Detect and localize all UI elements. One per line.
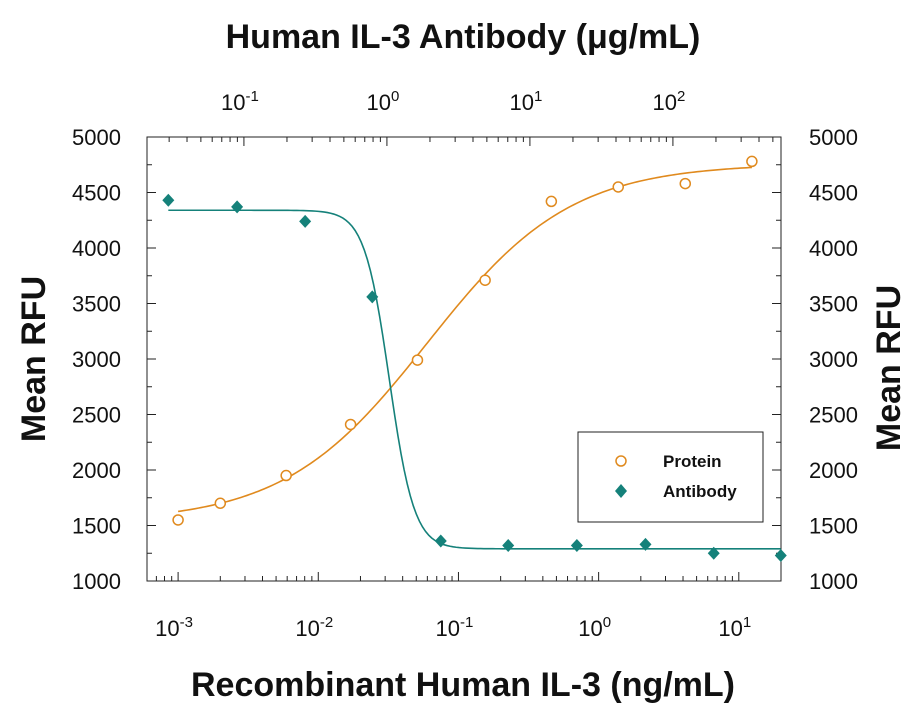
right-axis: 1000 1500 2000 2500 3000 3500 4000 4500 5000 [772,125,858,594]
antibody-point [434,534,447,548]
antibody-point [570,538,583,552]
y2-tick-label: 3500 [809,292,858,317]
antibody-point [231,200,244,214]
bottom-axis: 10-3 10-2 10-1 100 101 [146,572,782,641]
y2-tick-label: 1500 [809,514,858,539]
y-tick-label: 5000 [72,125,121,150]
legend: Protein Antibody [577,431,764,523]
antibody-point [774,548,787,562]
legend-protein-marker [615,455,627,467]
y-tick-label: 4000 [72,236,121,261]
y2-tick-label: 1000 [809,569,858,594]
protein-point [612,181,624,193]
protein-point [746,155,758,168]
legend-antibody-marker [615,484,627,498]
antibody-point [366,290,379,304]
right-axis-title: Mean RFU [870,285,908,451]
protein-point [479,274,491,286]
fit-curves [168,166,781,550]
x-tick-label: 10-3 [155,614,193,641]
antibody-point [162,193,175,207]
antibody-point [639,537,652,551]
y-tick-label: 3000 [72,347,121,372]
y2-tick-label: 4500 [809,181,858,206]
y-tick-label: 1500 [72,514,121,539]
y2-tick-label: 4000 [809,236,858,261]
legend-box [577,431,764,523]
top-axis: 10-1 100 101 102 [168,88,774,146]
y-tick-label: 2500 [72,403,121,428]
protein-point [679,177,692,190]
x2-tick-label: 102 [652,88,685,115]
x2-tick-label: 10-1 [221,88,259,115]
y-tick-label: 1000 [72,569,121,594]
x2-tick-label: 101 [510,88,543,115]
protein-point [280,469,292,482]
antibody-point [299,214,312,228]
bottom-axis-title: Recombinant Human IL-3 (ng/mL) [191,666,735,704]
y2-tick-label: 5000 [809,125,858,150]
data-points [162,155,787,562]
left-axis: 1000 1500 2000 2500 3000 3500 4000 4500 5000 [72,125,156,594]
protein-point [214,497,227,510]
legend-protein-label: Protein [663,452,722,471]
antibody-point [502,538,515,552]
y-tick-label: 2000 [72,458,121,483]
left-axis-title: Mean RFU [15,276,53,442]
protein-fit-curve [177,166,752,513]
y-tick-label: 4500 [72,181,121,206]
protein-point [545,195,558,208]
antibody-point [707,546,720,560]
protein-point [172,514,184,526]
y-tick-label: 3500 [72,292,121,317]
y2-tick-label: 3000 [809,347,858,372]
protein-point [344,418,357,431]
x-tick-label: 100 [578,614,611,641]
top-axis-title: Human IL-3 Antibody (μg/mL) [226,18,701,56]
legend-antibody-label: Antibody [663,482,737,501]
x-tick-label: 10-2 [295,614,333,641]
antibody-fit-curve [168,209,781,550]
x2-tick-label: 100 [367,88,400,115]
protein-point [411,354,424,366]
x-tick-label: 101 [718,614,751,641]
y2-tick-label: 2500 [809,403,858,428]
y2-tick-label: 2000 [809,458,858,483]
x-tick-label: 10-1 [436,614,474,641]
